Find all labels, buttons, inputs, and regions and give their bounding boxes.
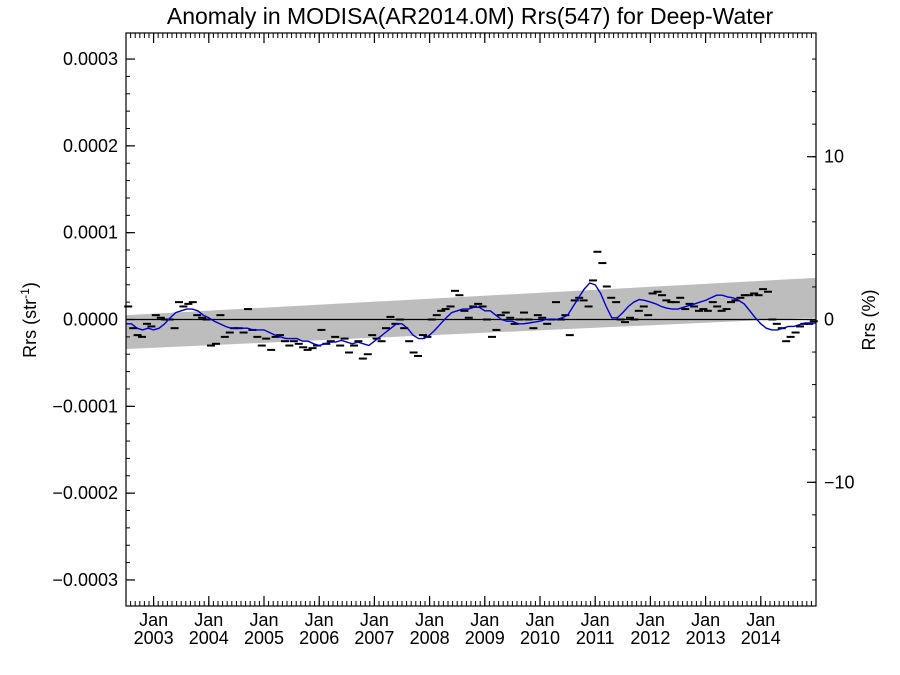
y-axis-label-left-close: ) [20,282,40,288]
y-tick-label-left: −0.0002 [52,483,118,503]
x-tick-label-year: 2012 [630,628,670,648]
y-tick-label-left: 0.0001 [63,223,118,243]
x-tick-label-month: Jan [636,610,665,630]
x-tick-label-month: Jan [581,610,610,630]
x-tick-label-year: 2013 [686,628,726,648]
x-tick-label-year: 2003 [134,628,174,648]
plot-area [124,250,818,360]
x-tick-label-month: Jan [139,610,168,630]
y-tick-label-right: −10 [824,472,855,492]
x-tick-label-month: Jan [470,610,499,630]
x-tick-label-year: 2010 [520,628,560,648]
y-tick-label-right: 0 [824,310,834,330]
y-axis-label-right: Rrs (%) [859,290,879,351]
x-tick-label-month: Jan [691,610,720,630]
y-axis-label-left-base: Rrs (str [20,299,40,358]
x-tick-label-year: 2009 [465,628,505,648]
y-tick-label-left: −0.0001 [52,396,118,416]
x-tick-label-month: Jan [249,610,278,630]
smoothed-anomaly-line [126,282,816,347]
y-tick-label-left: 0.0003 [63,49,118,69]
x-tick-label-year: 2008 [410,628,450,648]
x-tick-label-month: Jan [746,610,775,630]
y-tick-label-right: 10 [824,147,844,167]
x-tick-label-month: Jan [525,610,554,630]
axes: 0.0003 0.0002 0.0001 0.0000 −0.0001 −0.0002 −0… [52,32,855,648]
chart-title-group: Anomaly in MODISA(AR2014.0M) Rrs(547) fo… [167,3,774,29]
y-axis-label-left-exponent: -1 [18,288,32,299]
x-tick-label-year: 2011 [576,628,615,648]
trend-confidence-band [126,277,816,350]
y-tick-label-left: 0.0000 [63,310,118,330]
chart-title: Anomaly in MODISA(AR2014.0M) Rrs(547) fo… [167,3,774,29]
x-tick-label-year: 2014 [741,628,781,648]
x-tick-label-month: Jan [415,610,444,630]
x-tick-label-month: Jan [194,610,223,630]
x-tick-label-month: Jan [360,610,389,630]
y-tick-label-left: 0.0002 [63,136,118,156]
x-tick-label-year: 2006 [299,628,339,648]
y-tick-label-left: −0.0003 [52,570,118,590]
x-tick-label-year: 2007 [354,628,394,648]
y-axis-label-left: Rrs (str-1) [18,282,40,358]
x-tick-label-month: Jan [305,610,334,630]
x-tick-label-year: 2005 [244,628,284,648]
x-tick-label-year: 2004 [189,628,229,648]
